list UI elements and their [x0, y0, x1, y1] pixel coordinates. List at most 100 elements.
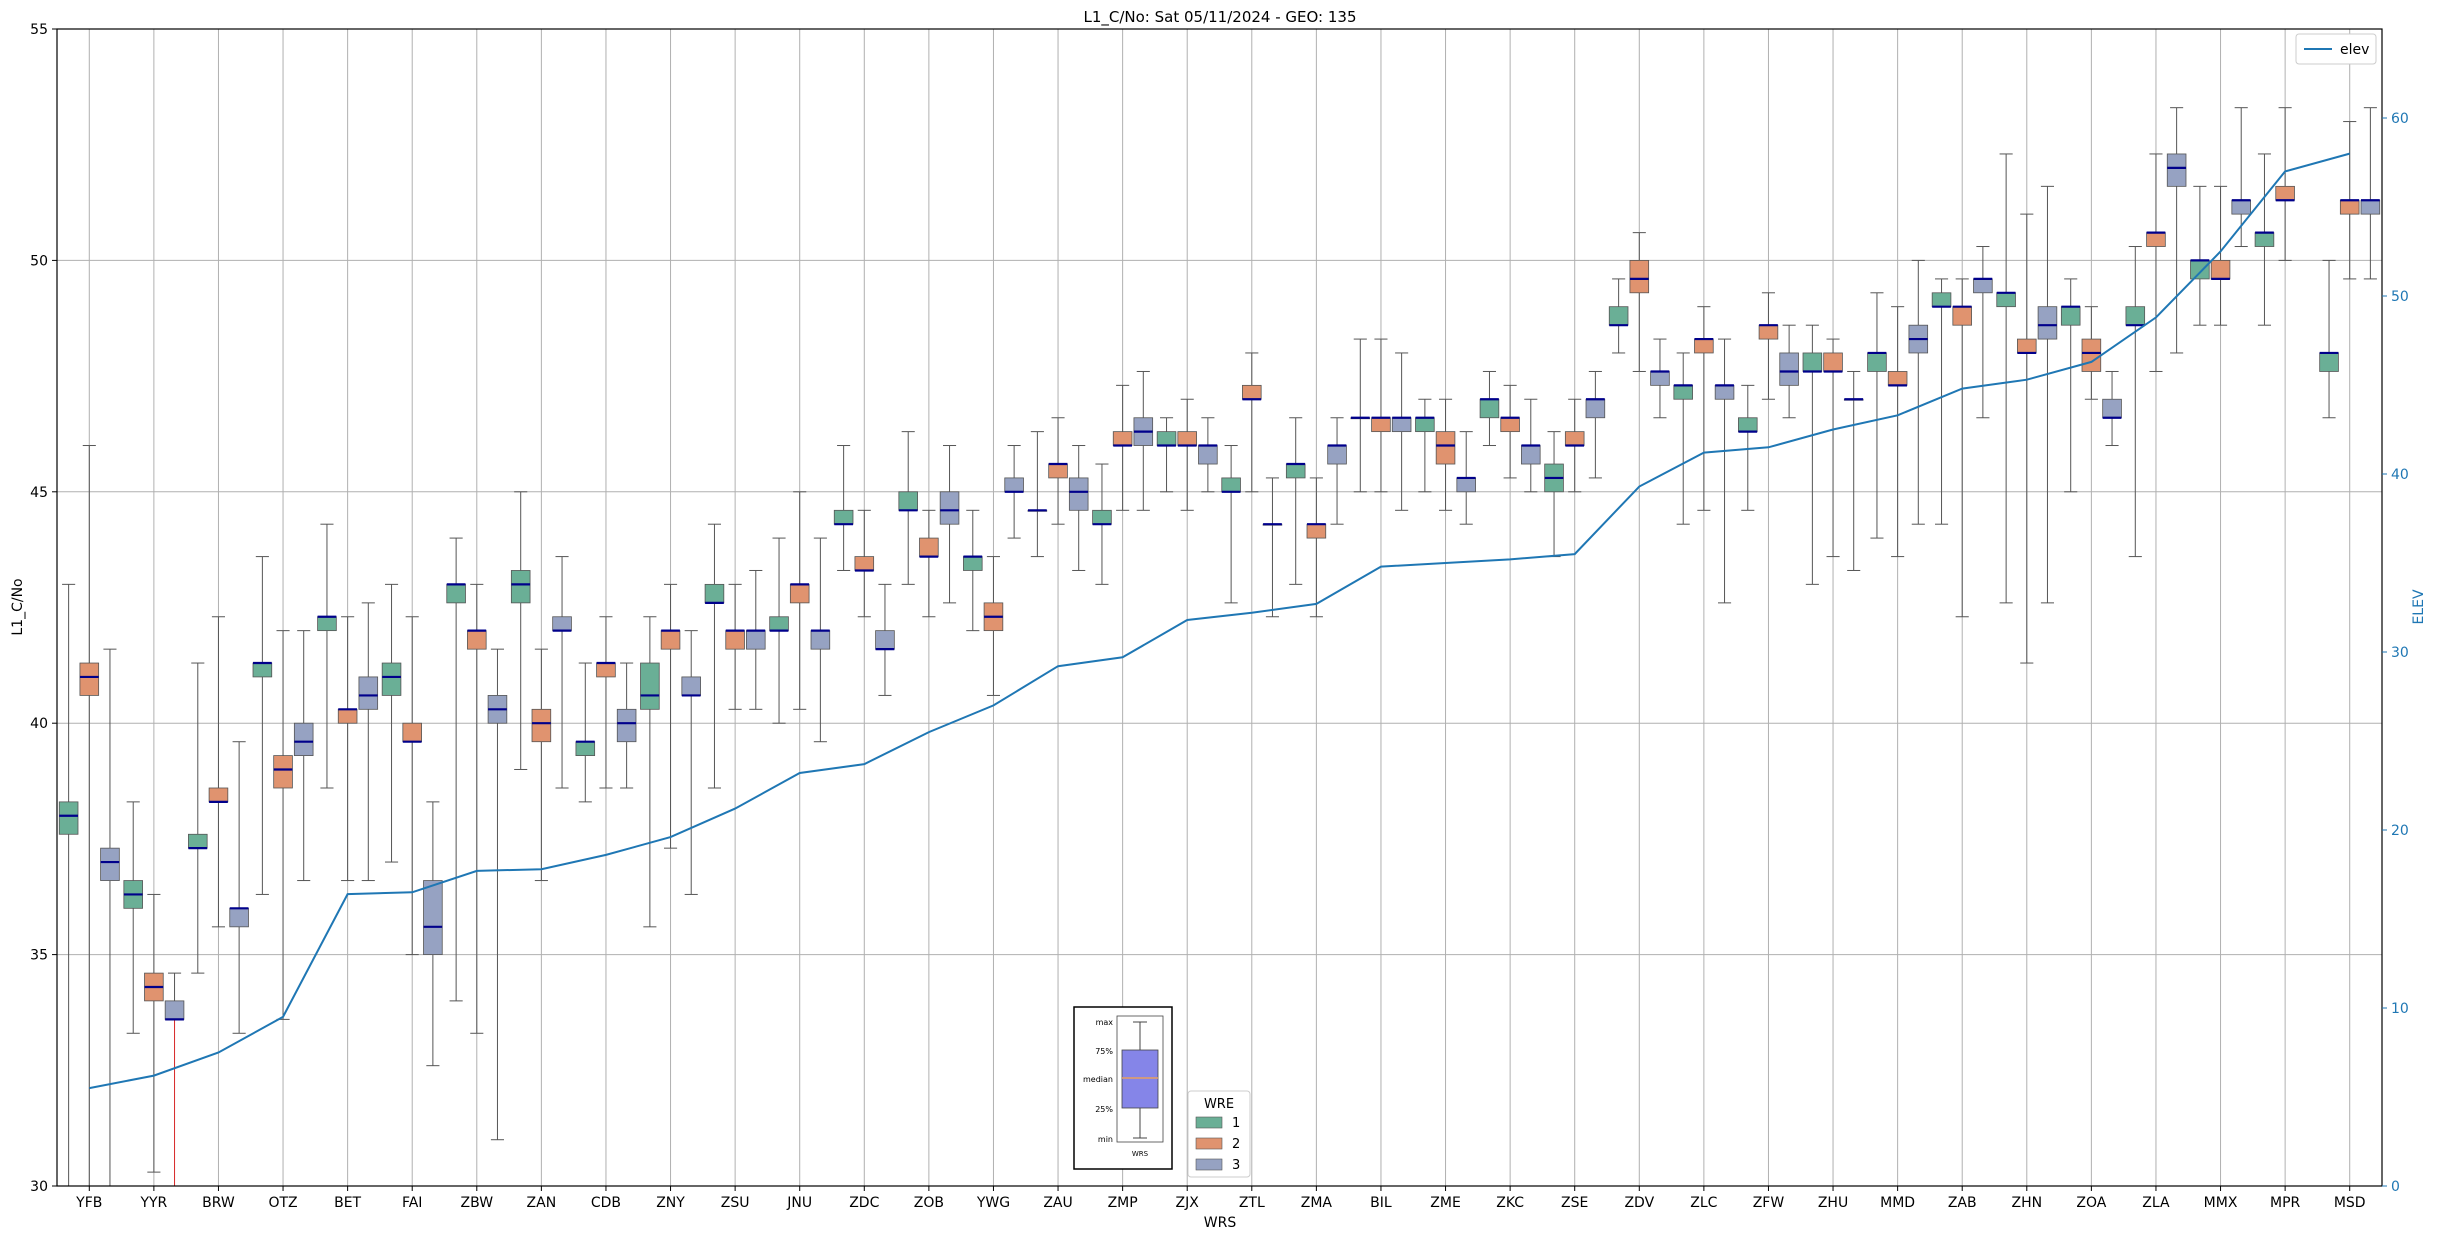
- box-fai-wre3: [423, 801, 443, 1067]
- x-tick-label-mpr: MPR: [2270, 1195, 2301, 1211]
- box-zma-wre2: [1306, 477, 1327, 618]
- box-iqr: [1714, 384, 1735, 400]
- box-iqr: [2231, 199, 2251, 215]
- wre-legend-swatch-1: [1195, 1116, 1223, 1129]
- box-iqr: [1867, 352, 1887, 372]
- box-zbw-wre1: [446, 537, 466, 1002]
- x-tick-label-zse: ZSE: [1561, 1195, 1588, 1211]
- box-zme-wre3: [1456, 431, 1476, 525]
- box-zkc-wre2: [1500, 384, 1520, 479]
- box-mmx-wre2: [2210, 185, 2231, 326]
- box-iqr: [596, 662, 616, 678]
- box-iqr: [1221, 477, 1241, 493]
- box-zme-wre2: [1435, 398, 1456, 511]
- y-tick-label: 50: [30, 253, 48, 269]
- box-iqr: [1673, 384, 1693, 400]
- y2-tick-label: 60: [2391, 111, 2409, 127]
- y-tick-label: 35: [30, 948, 48, 964]
- box-iqr: [1629, 259, 1650, 294]
- box-zan-wre2: [531, 648, 552, 882]
- box-zhn-wre3: [2037, 185, 2058, 604]
- box-ywg-wre3: [1004, 445, 1024, 539]
- x-tick-label-zlc: ZLC: [1690, 1195, 1717, 1211]
- box-iqr: [1564, 431, 1585, 446]
- box-zbw-wre3: [487, 648, 508, 1141]
- box-mpr-wre2: [2275, 107, 2295, 261]
- y-tick-label: 55: [30, 22, 48, 38]
- box-iqr: [2360, 199, 2381, 215]
- box-iqr: [467, 630, 487, 650]
- box-zsu-wre2: [725, 583, 745, 710]
- box-iqr: [446, 583, 466, 604]
- box-zmp-wre3: [1133, 370, 1154, 511]
- box-iqr: [423, 880, 443, 955]
- box-yyr-wre2: [144, 893, 164, 1173]
- x-tick-label-zma: ZMA: [1301, 1195, 1333, 1211]
- box-zhu-wre1: [1802, 324, 1823, 585]
- box-zhn-wre2: [2017, 213, 2037, 664]
- box-zau-wre1: [1027, 431, 1048, 558]
- box-jnu-wre2: [789, 491, 810, 710]
- y2-tick-label: 40: [2391, 467, 2409, 483]
- box-zab-wre3: [1973, 246, 1993, 419]
- box-brw-wre1: [188, 662, 208, 974]
- box-iqr: [1306, 523, 1327, 539]
- box-iqr: [725, 630, 745, 650]
- y-tick-label: 30: [30, 1179, 48, 1195]
- wre-legend-swatch-3: [1195, 1158, 1223, 1171]
- x-tick-label-yfb: YFB: [75, 1195, 102, 1211]
- x-tick-label-zob: ZOB: [914, 1195, 944, 1211]
- key-label-median: median: [1083, 1075, 1113, 1084]
- box-zdc-wre1: [833, 445, 854, 571]
- chart-title: L1_C/No: Sat 05/11/2024 - GEO: 135: [1083, 8, 1356, 27]
- x-tick-label-zny: ZNY: [656, 1195, 685, 1211]
- box-iqr: [660, 630, 681, 650]
- box-yfb-wre1: [58, 583, 79, 1186]
- box-mmd-wre2: [1887, 306, 1908, 558]
- box-iqr: [531, 708, 552, 743]
- box-iqr: [704, 583, 725, 604]
- x-tick-label-zhu: ZHU: [1818, 1195, 1848, 1211]
- box-iqr: [681, 676, 701, 696]
- box-zdv-wre3: [1650, 338, 1670, 419]
- x-tick-label-yyr: YYR: [139, 1195, 167, 1211]
- box-zbw-wre2: [467, 583, 487, 1034]
- box-iqr: [2166, 153, 2187, 187]
- box-zab-wre1: [1931, 278, 1952, 525]
- box-iqr: [789, 583, 810, 604]
- box-ztl-wre1: [1221, 445, 1241, 604]
- box-zjx-wre3: [1198, 417, 1218, 493]
- x-tick-label-zdc: ZDC: [849, 1195, 879, 1211]
- box-fai-wre1: [381, 583, 402, 863]
- box-zdv-wre1: [1608, 278, 1629, 354]
- box-zme-wre1: [1415, 398, 1435, 493]
- box-bet-wre1: [317, 523, 337, 789]
- x-tick-label-zab: ZAB: [1948, 1195, 1977, 1211]
- box-iqr: [833, 509, 854, 525]
- box-iqr: [1887, 371, 1908, 386]
- box-iqr: [402, 722, 422, 743]
- box-zsu-wre3: [746, 569, 766, 710]
- y2-tick-label: 30: [2391, 645, 2409, 661]
- key-label-max: max: [1096, 1018, 1114, 1027]
- box-iqr: [1112, 431, 1133, 446]
- y-axis-label: L1_C/No: [10, 578, 26, 635]
- box-zdv-wre2: [1629, 232, 1650, 372]
- box-otz-wre3: [293, 630, 314, 882]
- box-zma-wre3: [1327, 417, 1347, 525]
- wre-legend-swatch-2: [1195, 1137, 1223, 1150]
- box-zmp-wre1: [1092, 463, 1112, 585]
- x-tick-label-msd: MSD: [2334, 1195, 2366, 1211]
- box-iqr: [1973, 278, 1993, 294]
- y2-tick-label: 10: [2391, 1001, 2409, 1017]
- box-iqr: [1456, 477, 1476, 493]
- key-xtick: WRS: [1132, 1150, 1149, 1158]
- box-zob-wre3: [939, 445, 960, 604]
- box-iqr: [1435, 431, 1456, 465]
- box-bil-wre1: [1350, 338, 1371, 493]
- box-zla-wre1: [2125, 246, 2146, 558]
- box-iqr: [2319, 352, 2339, 372]
- box-iqr: [510, 570, 531, 604]
- x-tick-label-bil: BIL: [1370, 1195, 1392, 1211]
